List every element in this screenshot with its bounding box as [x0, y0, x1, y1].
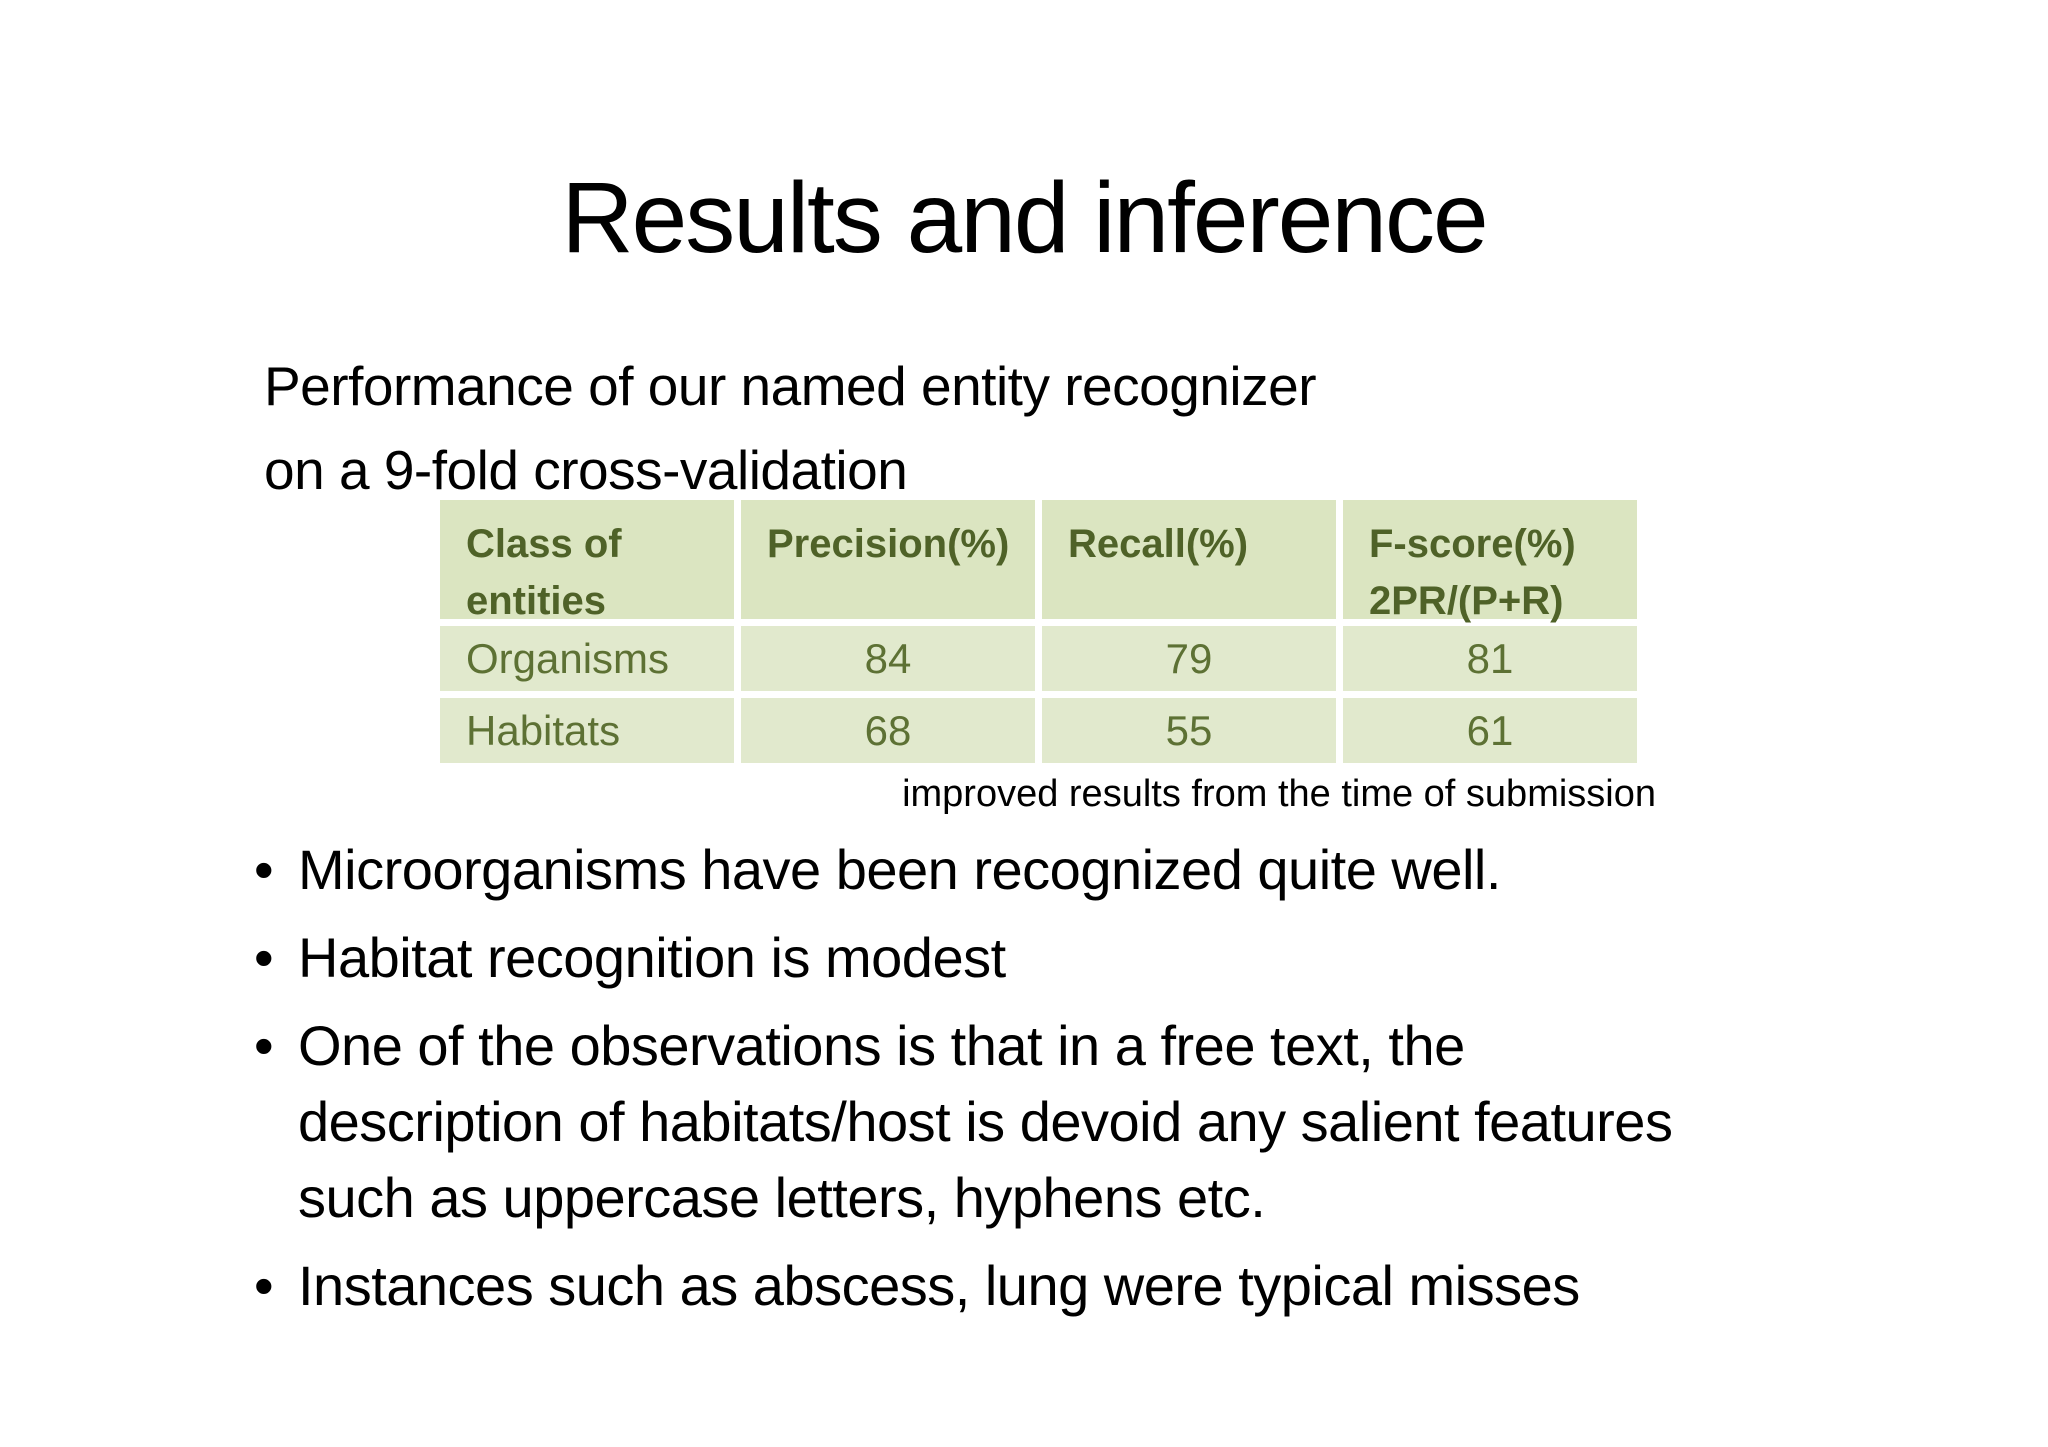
table-header-fscore: F-score(%) 2PR/(P+R)	[1343, 500, 1637, 623]
table-header-recall: Recall(%)	[1042, 500, 1336, 619]
table-row-organisms-label: Organisms	[440, 626, 734, 691]
slide-subtitle: Performance of our named entity recogniz…	[264, 355, 1317, 501]
results-table: Class of entities Precision(%) Recall(%)…	[440, 500, 1637, 763]
bullet-item-microorganisms: Microorganisms have been recognized quit…	[248, 832, 2008, 908]
bullet-item-observations: One of the observations is that in a fre…	[248, 1008, 2008, 1236]
table-row-habitats-label: Habitats	[440, 698, 734, 763]
table-row-habitats-precision: 68	[741, 698, 1035, 763]
bullet-list: Microorganisms have been recognized quit…	[248, 832, 2008, 1336]
bullet-item-habitat-recognition: Habitat recognition is modest	[248, 920, 2008, 996]
bullet-item-typical-misses: Instances such as abscess, lung were typ…	[248, 1248, 2008, 1324]
slide-title: Results and inference	[561, 162, 1488, 274]
table-caption: improved results from the time of submis…	[902, 773, 1656, 815]
table-row-organisms-recall: 79	[1042, 626, 1336, 691]
table-row-habitats-recall: 55	[1042, 698, 1336, 763]
table-row-organisms-fscore: 81	[1343, 626, 1637, 691]
table-header-class-of-entities: Class of entities	[440, 500, 734, 623]
table-row-organisms-precision: 84	[741, 626, 1035, 691]
table-header-precision: Precision(%)	[741, 500, 1035, 619]
table-row-habitats-fscore: 61	[1343, 698, 1637, 763]
